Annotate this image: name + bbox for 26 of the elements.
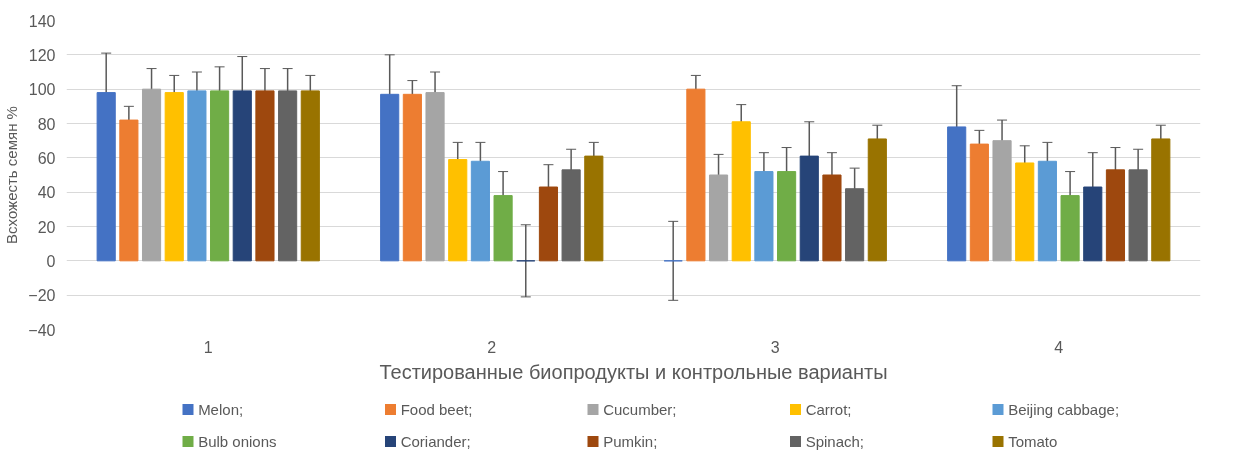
legend-label: Coriander; bbox=[400, 432, 471, 450]
legend-label: Food beet; bbox=[400, 401, 473, 419]
x-axis-title: Тестированные биопродукты и контрольные варианты bbox=[379, 360, 888, 383]
x-tick-label: 2 bbox=[487, 338, 497, 356]
legend-label: Spinach; bbox=[805, 432, 864, 450]
legend-label: Cucumber; bbox=[603, 401, 677, 419]
y-tick-label: −20 bbox=[28, 287, 56, 305]
legend-label: Bulb onions bbox=[198, 432, 277, 450]
x-tick-label: 3 bbox=[770, 338, 780, 356]
y-tick-label: 80 bbox=[37, 115, 56, 133]
y-tick-label: 100 bbox=[28, 81, 56, 99]
y-tick-label: 140 bbox=[28, 12, 56, 30]
legend-label: Tomato bbox=[1008, 432, 1058, 450]
y-axis-title: Всхожесть семян % bbox=[3, 106, 21, 244]
y-tick-label: 20 bbox=[37, 218, 56, 236]
y-tick-label: −40 bbox=[28, 321, 56, 339]
legend-label: Melon; bbox=[198, 401, 244, 419]
x-tick-label: 1 bbox=[203, 338, 213, 356]
legend-label: Beijing cabbage; bbox=[1008, 401, 1120, 419]
y-tick-label: 120 bbox=[28, 46, 56, 64]
y-tick-label: 40 bbox=[37, 184, 56, 202]
legend-label: Pumkin; bbox=[603, 432, 658, 450]
legend-label: Carrot; bbox=[805, 401, 852, 419]
y-tick-label: 0 bbox=[46, 252, 56, 270]
y-tick-label: 60 bbox=[37, 149, 56, 167]
x-tick-label: 4 bbox=[1054, 338, 1064, 356]
